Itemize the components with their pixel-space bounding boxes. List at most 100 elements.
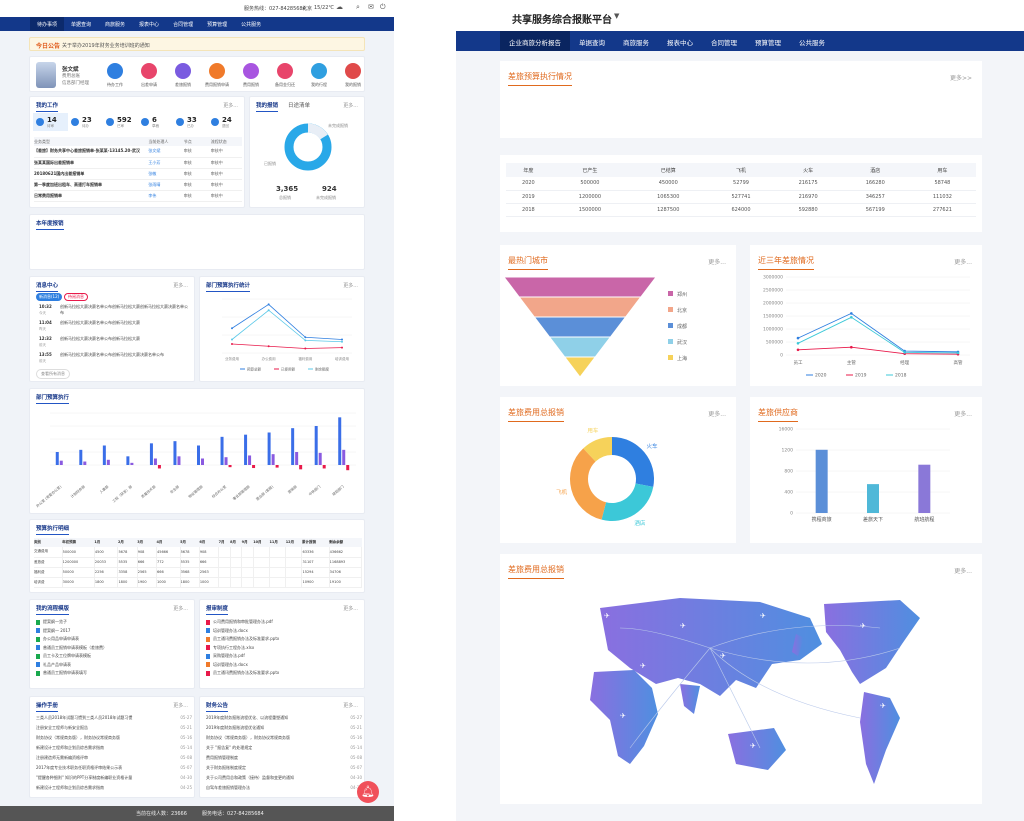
quick-action-1[interactable]: 出差申请 bbox=[132, 63, 166, 88]
list-item[interactable]: 关于公司费用总和政策（接待）监督和变更的通知 04-30 bbox=[206, 773, 362, 783]
search-icon[interactable]: ⌕ bbox=[356, 3, 360, 11]
yearly-card-1[interactable]: 35000 已报销 bbox=[119, 235, 194, 263]
list-item[interactable]: 2017年度专业技术职务任职资格评审结果公示表 05-07 bbox=[36, 763, 192, 773]
list-item[interactable]: 提案纲一 2017 bbox=[36, 627, 107, 636]
quick-action-5[interactable]: 备用金归还 bbox=[268, 63, 302, 88]
view-all-messages-button[interactable]: 查看所有消息 bbox=[36, 369, 70, 379]
message-icon[interactable]: ✉ bbox=[368, 3, 374, 11]
work-stat-4[interactable]: 33 已办 bbox=[173, 113, 208, 131]
right-nav-item-2[interactable]: 商旅服务 bbox=[623, 39, 649, 47]
right-nav-item-4[interactable]: 合同管理 bbox=[711, 39, 737, 47]
quick-action-4[interactable]: 费用报销 bbox=[234, 63, 268, 88]
list-item[interactable]: 采购管理办法.pdf bbox=[206, 652, 279, 661]
quick-action-3[interactable]: 费用报销申请 bbox=[200, 63, 234, 88]
work-stat-1[interactable]: 23 待办 bbox=[68, 113, 103, 131]
left-nav-item-2[interactable]: 商旅服务 bbox=[105, 22, 126, 28]
list-item[interactable]: 办公用品申请申请表 bbox=[36, 635, 107, 644]
quick-action-7[interactable]: 我的报销 bbox=[336, 63, 370, 88]
travel-card-0[interactable]: 45000 年度 bbox=[506, 88, 614, 130]
list-item[interactable]: 13:55 前天 创新马拉松大赛决赛名单公布创新马拉松大赛决赛名单公布 bbox=[36, 351, 192, 366]
right-nav-item-0[interactable]: 企业商旅分析报告 bbox=[500, 31, 570, 51]
left-nav-item-1[interactable]: 单据查询 bbox=[71, 22, 92, 28]
table-row[interactable]: 张某某国际出差报销单 王小芳 审核 审核中 bbox=[34, 157, 242, 168]
list-item[interactable]: 礼品产品申请表 bbox=[36, 661, 107, 670]
list-item[interactable]: 培训管理办法.docx bbox=[206, 661, 279, 670]
yearly-card-0[interactable]: 45000 累计报销 bbox=[36, 235, 111, 263]
list-item[interactable]: 关于财务报账制度规定 05-07 bbox=[206, 763, 362, 773]
work-stat-0[interactable]: 14 待审 bbox=[33, 113, 68, 131]
flow-more[interactable]: 更多... bbox=[173, 606, 188, 612]
list-item[interactable]: 公司费用报销和审批管理办法.pdf bbox=[206, 618, 279, 627]
list-item[interactable]: 普通员工报销申请表填写 bbox=[36, 669, 107, 678]
quick-action-0[interactable]: 待办工作 bbox=[98, 63, 132, 88]
list-item[interactable]: 注册安全工程师与新安全报告 05-21 bbox=[36, 723, 192, 733]
yearly-card-2[interactable]: 10000 待报销 bbox=[202, 235, 277, 263]
right-nav-item-5[interactable]: 预算管理 bbox=[755, 39, 781, 47]
table-row[interactable]: 【差旅】财务共享中心差旅报销单-张某某-13145.20-武汉 张文斌 审核 审核中 bbox=[34, 146, 242, 157]
list-item[interactable]: "提醒各种细则" 知识的PPT分享制度新编职业资格计量 04-30 bbox=[36, 773, 192, 783]
work-stat-2[interactable]: 592 已审 bbox=[103, 113, 138, 131]
title-dropdown-icon[interactable]: ▼ bbox=[614, 12, 620, 20]
table-row[interactable]: 20180621国内出差报销单 张敏 审核 审核中 bbox=[34, 168, 242, 179]
travel-budget-more[interactable]: 更多>> bbox=[949, 75, 972, 82]
list-item[interactable]: 专项执行工程办法.xlsx bbox=[206, 644, 279, 653]
list-item[interactable]: 员工卡及工位牌申请表模板 bbox=[36, 652, 107, 661]
list-item[interactable]: 费用报销管理制度 05-08 bbox=[206, 753, 362, 763]
list-item[interactable]: 员工通讯费报销办法及标准要求.pptx bbox=[206, 669, 279, 678]
announce-more[interactable]: 更多... bbox=[343, 703, 358, 709]
supplier-more[interactable]: 更多... bbox=[954, 411, 972, 418]
table-row[interactable]: 第一季度加班出租车、高速打车报销单 张雨晴 审核 审核中 bbox=[34, 179, 242, 190]
table-row[interactable]: 日常费用报销单 李伟 审核 审核中 bbox=[34, 190, 242, 201]
message-tab-unread[interactable]: 待阅消息 bbox=[64, 293, 88, 301]
list-item[interactable]: 新建设计工程师和企划员综合需求指南 04-25 bbox=[36, 783, 192, 793]
list-item[interactable]: 提案纲一览子 bbox=[36, 618, 107, 627]
right-nav-item-3[interactable]: 报表中心 bbox=[667, 39, 693, 47]
list-item[interactable]: 自驾车差旅报销管理办法 04-25 bbox=[206, 783, 362, 793]
list-item[interactable]: 12:32 前天 创新马拉松大赛决赛名单公布创新马拉松大赛 bbox=[36, 335, 192, 350]
yearly-card-3[interactable]: 11 报销笔数 bbox=[285, 235, 360, 263]
right-nav-item-1[interactable]: 单据查询 bbox=[579, 39, 605, 47]
list-item[interactable]: 10:32 今天 创新马拉松大赛决赛名单公布创新马拉松大赛创新马拉松大赛决赛名单公布 bbox=[36, 303, 192, 318]
message-more[interactable]: 更多... bbox=[173, 283, 188, 289]
list-item[interactable]: 关于 "报告复" 的处理规定 05-14 bbox=[206, 743, 362, 753]
list-item[interactable]: 注册建造师无需新编资格评审 05-08 bbox=[36, 753, 192, 763]
travel-card-3[interactable]: 10000 剩余 bbox=[869, 88, 977, 130]
list-item[interactable]: 2019年度财务报账流程优化通知 05-21 bbox=[206, 723, 362, 733]
left-nav-item-0[interactable]: 待办事项 bbox=[30, 17, 65, 31]
left-nav-item-4[interactable]: 合同管理 bbox=[173, 22, 194, 28]
quick-action-2[interactable]: 差旅报销 bbox=[166, 63, 200, 88]
list-item[interactable]: 三类人员2018年试题习惯到三类人员2018年试题习惯 05-27 bbox=[36, 713, 192, 723]
list-item[interactable]: 培训管理办法.docx bbox=[206, 627, 279, 636]
right-nav-item-6[interactable]: 公共服务 bbox=[799, 39, 825, 47]
report-tab-mine[interactable]: 我的报销 bbox=[256, 103, 279, 112]
map-more[interactable]: 更多... bbox=[954, 568, 972, 575]
list-item[interactable]: 员工通讯费报销办法及标准要求.pptx bbox=[206, 635, 279, 644]
report-tab-list[interactable]: 日途清单 bbox=[288, 103, 311, 109]
travel-card-2[interactable]: 5000 在途 bbox=[748, 88, 856, 130]
dept-stat-more[interactable]: 更多... bbox=[343, 283, 358, 289]
notice-text[interactable]: 关于举办2019年财务业务培训班的通知 bbox=[62, 43, 150, 49]
left-nav-item-5[interactable]: 预算管理 bbox=[207, 22, 228, 28]
work-stat-3[interactable]: 6 草稿 bbox=[138, 113, 173, 131]
list-item[interactable]: 2019年度财务报账流程优化、以流程重塑通知 05-27 bbox=[206, 713, 362, 723]
left-nav-item-6[interactable]: 公共服务 bbox=[241, 22, 262, 28]
quick-action-6[interactable]: 我的行程 bbox=[302, 63, 336, 88]
left-nav-item-3[interactable]: 报表中心 bbox=[139, 22, 160, 28]
list-item[interactable]: 财务协议（常规商务版），财务协议常规商务版 05-16 bbox=[206, 733, 362, 743]
list-item[interactable]: 财务协议（常规商务版），财务协议常规商务版 05-16 bbox=[36, 733, 192, 743]
rules-more[interactable]: 更多... bbox=[343, 606, 358, 612]
work-stat-5[interactable]: 24 退回 bbox=[208, 113, 243, 131]
list-item[interactable]: 11:04 昨天 创新马拉松大赛决赛名单公布创新马拉松大赛 bbox=[36, 319, 192, 334]
travel-card-1[interactable]: 30000 已用 bbox=[627, 88, 735, 130]
three-year-more[interactable]: 更多... bbox=[954, 259, 972, 266]
hot-city-more[interactable]: 更多... bbox=[708, 259, 726, 266]
report-more[interactable]: 更多... bbox=[343, 103, 358, 109]
manual-more[interactable]: 更多... bbox=[173, 703, 188, 709]
my-work-more[interactable]: 更多... bbox=[223, 103, 238, 109]
list-item[interactable]: 普通员工报销申请表模板（差旅费） bbox=[36, 644, 107, 653]
power-icon[interactable]: ⏻ bbox=[380, 3, 386, 11]
expense-donut-more[interactable]: 更多... bbox=[708, 411, 726, 418]
list-item[interactable]: 新建设计工程师和企划员综合需求指南 05-14 bbox=[36, 743, 192, 753]
message-tab-new[interactable]: 新消息(12) bbox=[36, 293, 63, 301]
notification-button[interactable]: 🔔︎ bbox=[357, 781, 379, 803]
